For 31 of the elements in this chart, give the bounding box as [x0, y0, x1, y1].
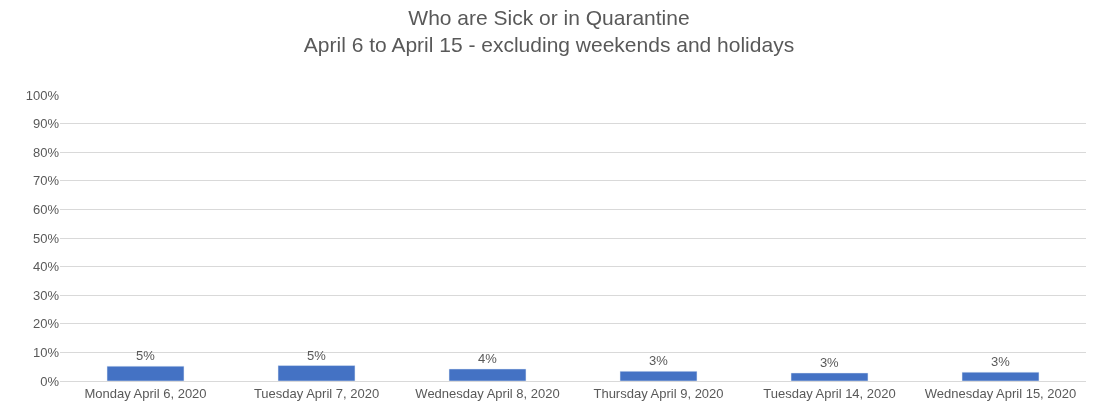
y-tick-label: 90%: [32, 116, 60, 132]
y-tick-label: 60%: [32, 201, 60, 217]
y-tick-label: 40%: [32, 259, 60, 275]
y-tick-label: 50%: [32, 230, 60, 246]
x-tick-label: Tuesday April 14, 2020: [763, 385, 896, 401]
y-tick-label: 20%: [32, 316, 60, 332]
y-tick-label: 70%: [32, 173, 60, 189]
data-label: 3%: [648, 353, 669, 369]
y-tick-label: 80%: [32, 144, 60, 160]
data-label: 3%: [819, 354, 840, 370]
x-tick-label: Tuesday April 7, 2020: [253, 385, 380, 401]
x-tick-label: Thursday April 9, 2020: [593, 385, 724, 401]
bar: [448, 368, 527, 381]
bar: [277, 365, 356, 381]
data-label: 5%: [306, 347, 327, 363]
data-label: 4%: [477, 350, 498, 366]
x-tick-label: Wednesday April 8, 2020: [415, 385, 560, 401]
x-tick-label: Wednesday April 15, 2020: [924, 385, 1077, 401]
y-tick-label: 30%: [32, 287, 60, 303]
data-label: 5%: [135, 348, 156, 364]
chart-subtitle: April 6 to April 15 - excluding weekends and holidays: [303, 33, 795, 57]
chart-title: Who are Sick or in Quarantine: [408, 5, 690, 29]
bar: [619, 371, 698, 381]
y-tick-label: 0%: [40, 373, 60, 389]
x-tick-label: Monday April 6, 2020: [84, 385, 207, 401]
bar: [790, 372, 869, 381]
data-label: 3%: [990, 354, 1011, 370]
bar: [106, 365, 185, 381]
y-tick-label: 100%: [25, 87, 60, 103]
y-tick-label: 10%: [32, 344, 60, 360]
bar: [961, 371, 1040, 381]
